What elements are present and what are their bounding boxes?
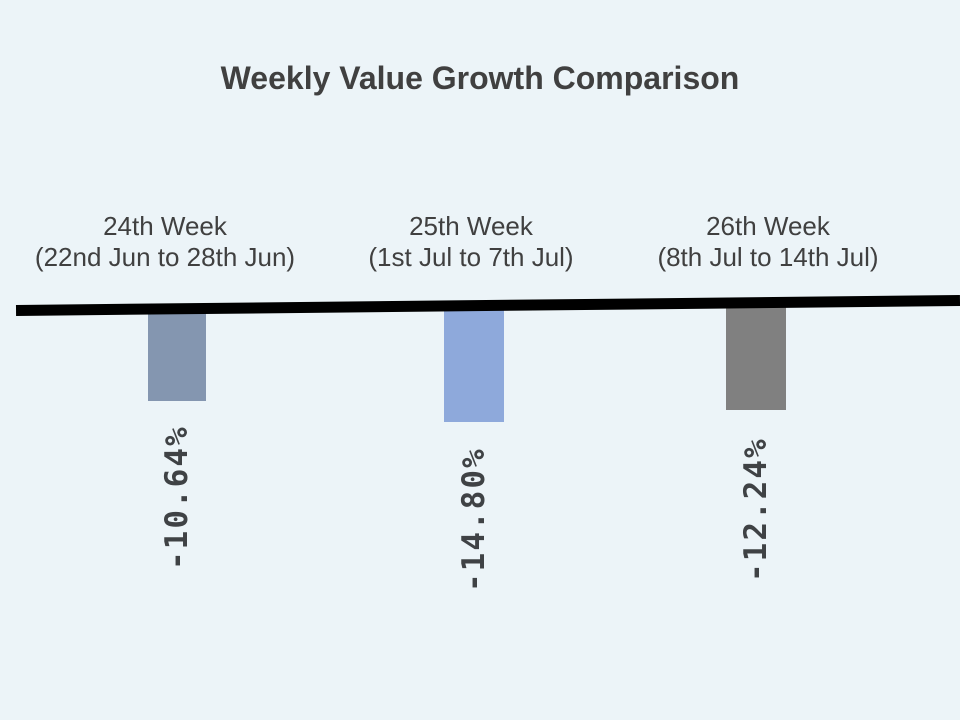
category-label-week-24: 24th Week (22nd Jun to 28th Jun) <box>0 211 330 273</box>
data-label-week-26: -12.24% <box>738 437 774 582</box>
chart-title: Weekly Value Growth Comparison <box>220 60 740 96</box>
category-week-text: 25th Week <box>409 211 533 241</box>
data-label-week-24: -10.64% <box>159 425 195 570</box>
category-week-text: 26th Week <box>706 211 830 241</box>
data-label-week-25: -14.80% <box>456 447 492 592</box>
category-dates-text: (22nd Jun to 28th Jun) <box>34 242 296 272</box>
category-dates-text: (1st Jul to 7th Jul) <box>368 242 574 272</box>
category-week-text: 24th Week <box>103 211 227 241</box>
bar-week-25 <box>444 309 504 422</box>
bar-week-26 <box>726 306 786 410</box>
bar-week-24 <box>148 311 206 401</box>
category-dates-text: (8th Jul to 14th Jul) <box>657 242 879 272</box>
category-label-week-25: 25th Week (1st Jul to 7th Jul) <box>306 211 636 273</box>
category-label-week-26: 26th Week (8th Jul to 14th Jul) <box>603 211 933 273</box>
